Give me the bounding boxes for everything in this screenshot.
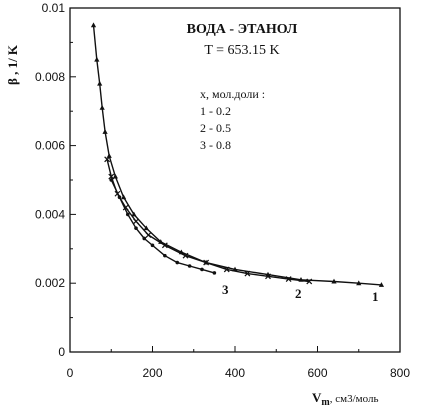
data-point-series-3: [163, 253, 167, 258]
data-point-series-2: [182, 252, 189, 259]
data-point-series-2: [161, 242, 168, 249]
x-axis-label-units: , см3/моль: [330, 393, 379, 405]
data-point-series-2: [122, 204, 129, 211]
y-axis-label: β , 1/ K: [5, 44, 20, 85]
series-line-1: [92, 25, 382, 286]
data-point-series-2: [306, 278, 313, 285]
data-point-series-2: [244, 270, 251, 277]
data-point-series-1: [356, 280, 362, 286]
data-point-series-3: [125, 212, 130, 217]
data-point-series-3: [175, 260, 180, 265]
data-point-series-2: [108, 173, 115, 180]
series-label-1: 1: [372, 289, 379, 304]
data-point-series-1: [102, 129, 108, 134]
data-point-series-2: [223, 266, 230, 273]
x-tick-label: 200: [142, 366, 162, 380]
legend-header: x, мол.доли :: [200, 87, 265, 101]
legend-item-3: 3 - 0.8: [200, 138, 231, 152]
chart-subtitle: T = 653.15 K: [204, 43, 279, 58]
data-point-series-1: [97, 80, 103, 86]
chart-title: ВОДА - ЭТАНОЛ: [187, 22, 298, 37]
data-point-series-3: [134, 226, 138, 230]
legend-item-2: 2 - 0.5: [200, 121, 231, 135]
data-point-series-2: [265, 273, 271, 280]
data-point-series-3: [212, 271, 217, 275]
data-point-series-2: [104, 156, 111, 163]
data-point-series-2: [114, 190, 121, 197]
data-point-series-1: [178, 249, 184, 255]
data-point-series-1: [99, 104, 105, 110]
data-point-series-1: [143, 225, 149, 231]
y-tick-label: 0.002: [35, 276, 65, 290]
data-point-series-1: [112, 173, 118, 179]
axis-ticks: [69, 7, 401, 353]
data-point-series-1: [378, 282, 385, 287]
y-tick-label: 0.008: [35, 70, 65, 84]
data-point-series-1: [106, 153, 112, 158]
x-tick-label: 600: [307, 366, 327, 380]
x-axis-label-sub: m: [321, 397, 330, 408]
y-tick-label: 0: [58, 345, 65, 359]
data-point-series-1: [94, 56, 100, 62]
data-point-series-3: [150, 243, 155, 248]
x-tick-label: 0: [67, 366, 74, 380]
y-tick-label: 0.004: [35, 207, 65, 221]
data-point-series-2: [203, 259, 210, 266]
x-tick-labels: 0 200 400 600 800: [67, 366, 411, 380]
data-point-series-1: [298, 276, 304, 282]
y-tick-label: 0.006: [35, 139, 65, 153]
data-point-series-3: [187, 264, 192, 268]
data-point-series-2: [145, 232, 152, 238]
data-point-series-1: [158, 239, 164, 244]
data-point-series-1: [131, 211, 137, 217]
data-point-series-3: [117, 195, 122, 199]
x-axis-label: Vm, см3/моль: [312, 390, 378, 408]
data-point-series-1: [331, 278, 337, 284]
data-point-series-1: [232, 266, 238, 272]
data-point-series-2: [285, 276, 292, 282]
data-point-series-2: [133, 218, 139, 225]
data-point-series-1: [90, 22, 97, 28]
series-markers: [90, 22, 385, 287]
series-lines: [92, 25, 382, 286]
data-point-series-3: [142, 236, 147, 241]
plot-frame: [69, 7, 401, 353]
data-point-series-3: [200, 267, 204, 272]
legend-item-1: 1 - 0.2: [200, 104, 231, 118]
x-tick-label: 400: [225, 366, 245, 380]
data-point-series-3: [109, 178, 114, 182]
y-tick-labels: 0 0.002 0.004 0.006 0.008 0.01: [35, 1, 65, 359]
series-label-2: 2: [295, 286, 302, 301]
x-tick-label: 800: [390, 366, 410, 380]
y-tick-label: 0.01: [42, 1, 66, 15]
series-label-3: 3: [222, 282, 229, 297]
x-axis-label-main: V: [312, 390, 322, 405]
data-point-series-1: [121, 194, 127, 200]
